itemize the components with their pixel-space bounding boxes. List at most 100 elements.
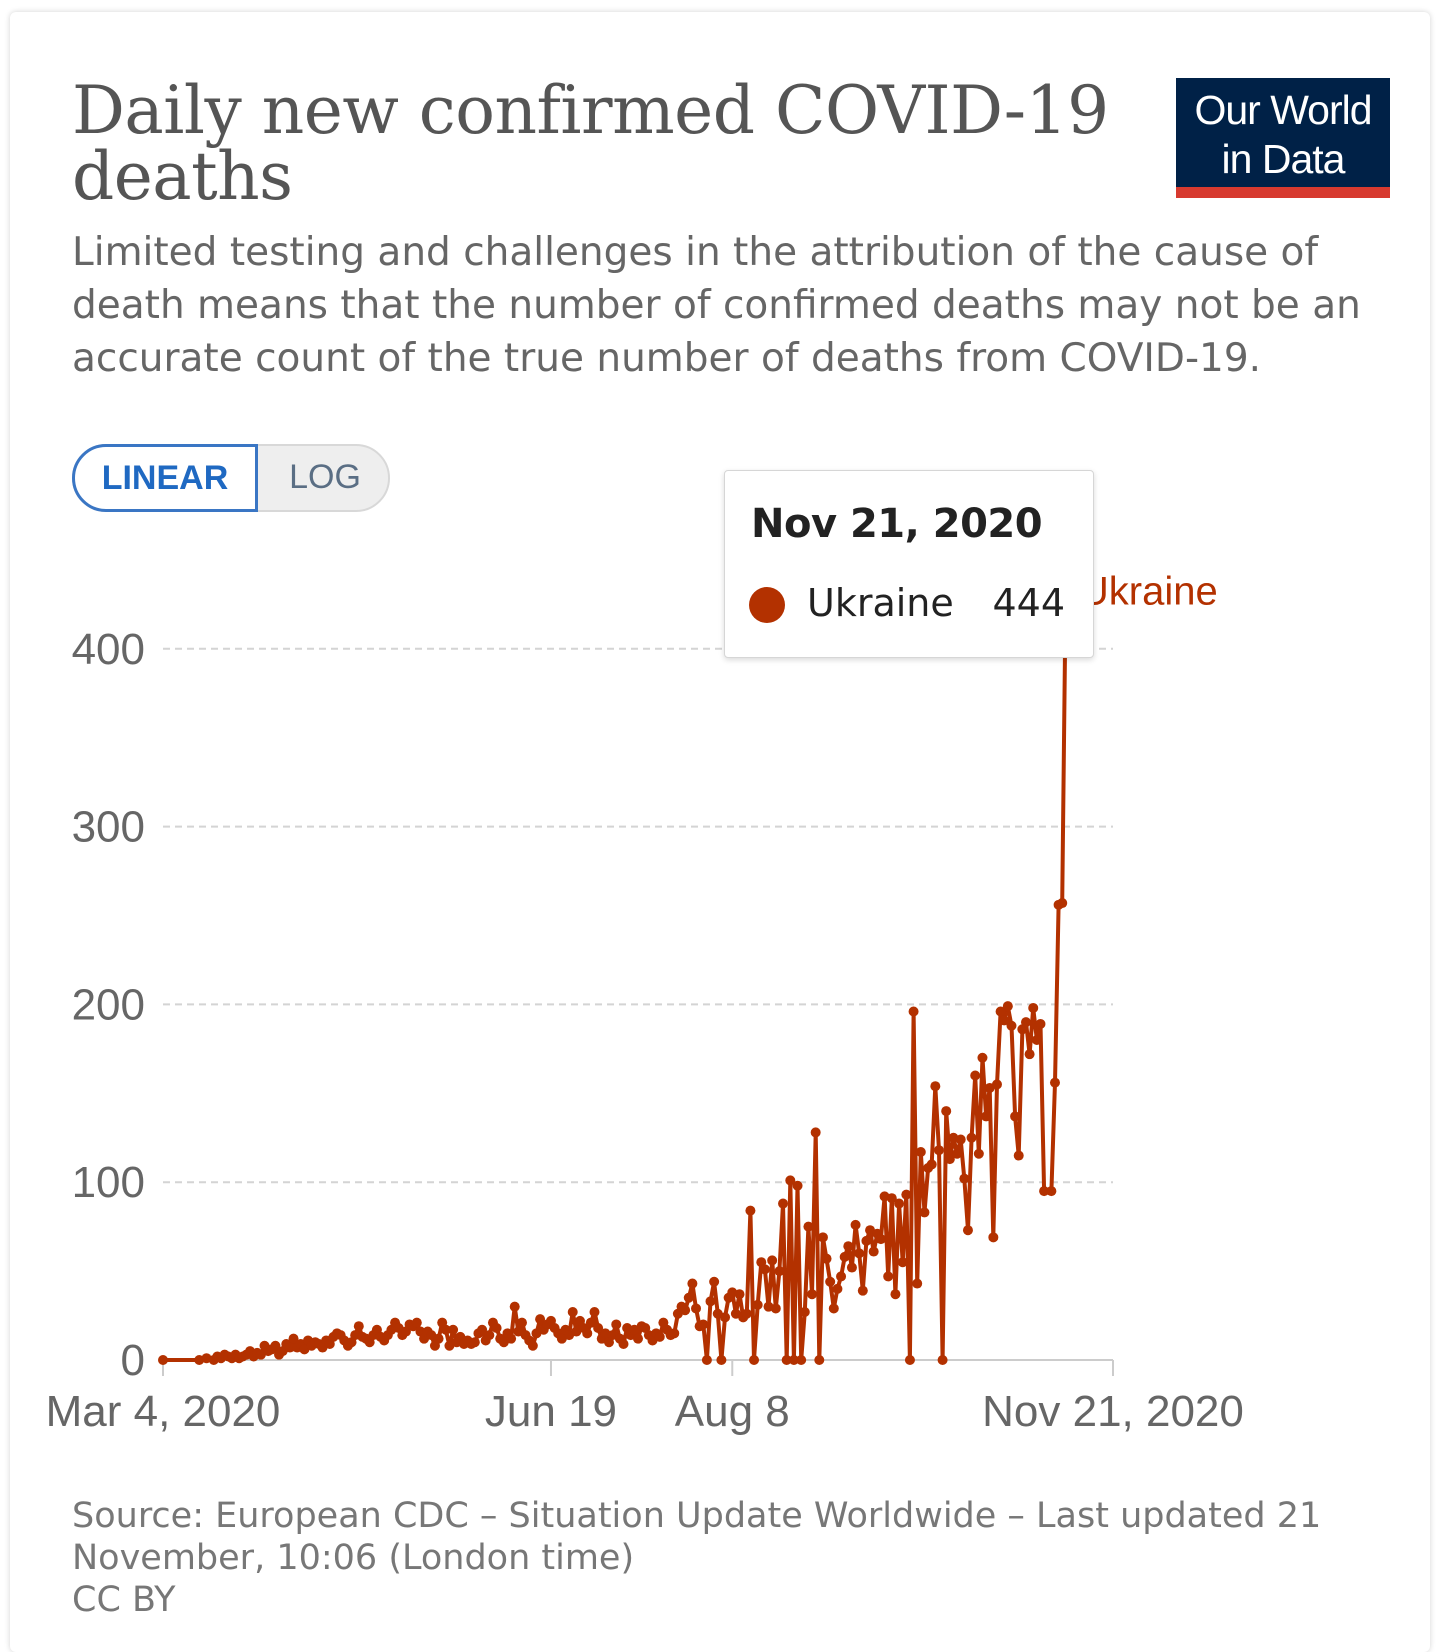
data-point bbox=[897, 1257, 908, 1268]
data-point bbox=[448, 1324, 459, 1335]
data-point bbox=[582, 1328, 593, 1339]
logo-accent-bar bbox=[1176, 187, 1390, 198]
data-point bbox=[778, 1198, 789, 1209]
data-point bbox=[288, 1333, 299, 1344]
data-point bbox=[810, 1127, 821, 1138]
data-point bbox=[589, 1306, 600, 1317]
license-link[interactable]: CC BY bbox=[72, 1580, 176, 1620]
chart-subtitle: Limited testing and challenges in the at… bbox=[72, 230, 1361, 381]
data-point bbox=[680, 1305, 691, 1316]
data-point bbox=[839, 1251, 850, 1262]
data-point bbox=[1010, 1111, 1021, 1122]
data-point bbox=[883, 1271, 894, 1282]
data-point bbox=[440, 1324, 451, 1335]
data-point bbox=[633, 1333, 643, 1344]
data-point bbox=[926, 1159, 937, 1170]
data-point bbox=[749, 1355, 760, 1365]
data-point bbox=[683, 1292, 694, 1303]
log-scale-button[interactable]: LOG bbox=[289, 458, 361, 496]
data-point bbox=[709, 1276, 720, 1287]
data-point bbox=[941, 1106, 952, 1117]
data-point bbox=[861, 1235, 872, 1246]
scale-toggle: LINEAR LOG bbox=[72, 444, 390, 512]
data-point bbox=[890, 1289, 901, 1300]
data-point bbox=[1013, 1150, 1024, 1161]
data-point bbox=[1002, 1001, 1013, 1012]
data-point bbox=[977, 1052, 988, 1063]
data-point bbox=[886, 1193, 897, 1204]
data-point bbox=[691, 1303, 702, 1314]
data-point bbox=[669, 1328, 680, 1339]
data-point bbox=[846, 1262, 857, 1273]
source-text: Source: European CDC – Situation Update … bbox=[72, 1496, 1322, 1578]
y-tick-label: 0 bbox=[121, 1336, 145, 1385]
chart-title: Daily new confirmed COVID-19 deaths bbox=[72, 72, 1109, 215]
data-point bbox=[491, 1322, 502, 1333]
data-point bbox=[799, 1306, 810, 1317]
data-point bbox=[585, 1317, 596, 1328]
data-point bbox=[745, 1205, 756, 1216]
data-point bbox=[836, 1271, 847, 1282]
data-point bbox=[999, 1015, 1010, 1026]
data-point bbox=[915, 1146, 926, 1157]
data-point bbox=[875, 1234, 886, 1245]
series-end-label: Ukraine bbox=[1080, 570, 1218, 614]
data-point bbox=[734, 1289, 745, 1300]
data-point bbox=[1046, 1186, 1057, 1197]
data-point bbox=[843, 1241, 854, 1252]
data-point bbox=[720, 1312, 731, 1323]
data-point bbox=[937, 1355, 948, 1365]
data-point bbox=[1031, 1034, 1042, 1045]
tooltip-value: 444 bbox=[992, 581, 1065, 625]
tooltip-series-name: Ukraine bbox=[807, 581, 954, 625]
data-point bbox=[803, 1221, 814, 1232]
x-tick-label: Aug 8 bbox=[675, 1387, 790, 1436]
data-point bbox=[792, 1180, 803, 1191]
data-point bbox=[832, 1283, 843, 1294]
data-point bbox=[353, 1321, 364, 1332]
data-point bbox=[857, 1285, 868, 1296]
data-point bbox=[966, 1132, 977, 1143]
y-tick-label: 200 bbox=[72, 980, 145, 1029]
data-point bbox=[687, 1278, 698, 1289]
tooltip-series-marker bbox=[749, 587, 785, 623]
linear-scale-button[interactable]: LINEAR bbox=[72, 444, 258, 512]
data-point bbox=[952, 1148, 963, 1159]
data-point bbox=[788, 1355, 799, 1365]
data-point bbox=[516, 1317, 527, 1328]
tooltip-date: Nov 21, 2020 bbox=[751, 501, 1043, 547]
data-point bbox=[567, 1306, 578, 1317]
data-point bbox=[1039, 1186, 1050, 1197]
data-point bbox=[1006, 1020, 1017, 1031]
data-point bbox=[716, 1355, 727, 1365]
data-point bbox=[1020, 1017, 1031, 1028]
data-point bbox=[433, 1333, 444, 1344]
data-point bbox=[593, 1322, 604, 1333]
data-point bbox=[1035, 1018, 1046, 1029]
data-point bbox=[828, 1303, 839, 1314]
logo-line-2: in Data bbox=[1221, 136, 1346, 182]
data-point bbox=[944, 1154, 955, 1165]
data-point bbox=[469, 1337, 480, 1348]
data-point bbox=[970, 1070, 981, 1081]
tooltip: Nov 21, 2020 Ukraine 444 bbox=[724, 470, 1094, 658]
data-point bbox=[770, 1303, 781, 1314]
data-point bbox=[894, 1198, 905, 1209]
data-point bbox=[158, 1355, 168, 1365]
data-point bbox=[509, 1301, 520, 1312]
data-point bbox=[807, 1289, 818, 1300]
data-point bbox=[962, 1225, 973, 1236]
series-line bbox=[163, 570, 1068, 1362]
y-tick-label: 100 bbox=[72, 1158, 145, 1207]
data-point bbox=[1049, 1077, 1060, 1088]
data-point bbox=[973, 1148, 984, 1159]
data-point bbox=[995, 1006, 1006, 1017]
y-tick-label: 300 bbox=[72, 803, 145, 852]
data-point bbox=[535, 1314, 546, 1325]
data-point bbox=[854, 1248, 865, 1259]
data-point bbox=[506, 1333, 517, 1344]
x-tick-label: Jun 19 bbox=[485, 1387, 617, 1436]
data-point bbox=[767, 1255, 778, 1266]
owid-logo[interactable]: Our World in Data bbox=[1176, 78, 1390, 198]
